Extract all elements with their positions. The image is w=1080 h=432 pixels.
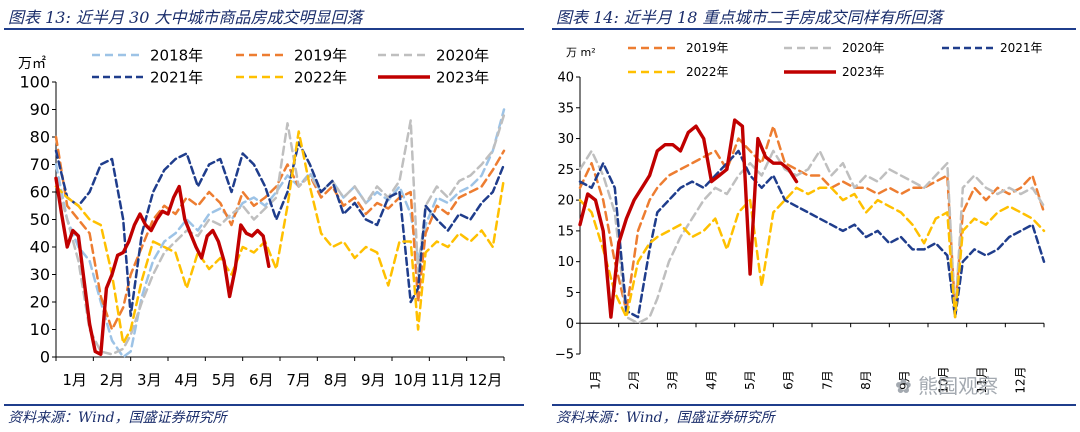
- left-y-tick-label: 0: [40, 348, 50, 367]
- right-series-line-2021年: [578, 149, 1046, 319]
- watermark-text: 熊园观察: [918, 374, 999, 398]
- right-x-tick-label: 12月: [1014, 366, 1028, 393]
- left-series-line-2018年: [54, 108, 506, 359]
- left-x-tick-label: 9月: [361, 371, 386, 389]
- left-legend-label-2020年: 2020年: [436, 46, 489, 64]
- right-y-unit-label: 万 m²: [566, 46, 596, 59]
- right-line-chart: −5 0 5 10 15 20 25 30 35 40 万 m² 1月 2月 3月 4月 5月 6月 7月 8月 9月…: [555, 41, 1046, 394]
- right-source-rule: [552, 404, 1076, 406]
- right-y-tick-label: 5: [566, 286, 574, 301]
- left-chart-title: 图表 13: 近半月 30 大中城市商品房成交明显回落: [8, 8, 363, 27]
- right-y-tick-label: 10: [557, 255, 574, 270]
- right-legend-label-2023年: 2023年: [842, 65, 885, 79]
- left-x-tick-label: 12月: [468, 371, 502, 389]
- left-y-tick-label: 10: [30, 320, 50, 339]
- left-y-tick-label: 20: [30, 293, 50, 312]
- left-x-tick-label: 6月: [249, 371, 274, 389]
- left-y-tick-label: 60: [30, 183, 50, 202]
- left-y-tick-label: 70: [30, 155, 50, 174]
- right-x-tick-label: 9月: [898, 370, 912, 390]
- left-y-unit-label: 万㎡: [18, 56, 46, 72]
- left-y-tick-label: 90: [30, 100, 50, 119]
- right-legend-label-2021年: 2021年: [1000, 41, 1043, 55]
- wechat-icon: ✿: [895, 374, 912, 398]
- right-chart-panel: 图表 14: 近半月 18 重点城市二手房成交同样有所回落 −5 0 5 10 15 20…: [548, 0, 1080, 432]
- left-series-line-2022年: [54, 130, 506, 345]
- left-series-line-2019年: [54, 135, 506, 331]
- left-x-tick-label: 4月: [174, 371, 199, 389]
- right-y-tick-label: 25: [557, 163, 574, 178]
- left-series-line-2021年: [54, 141, 506, 318]
- right-y-tick-label: −5: [555, 348, 574, 363]
- left-legend-label-2021年: 2021年: [150, 68, 203, 86]
- right-title-rule: [552, 28, 1076, 30]
- right-x-tick-label: 2月: [627, 370, 641, 390]
- right-x-tick-label: 3月: [666, 370, 680, 390]
- left-x-tick-label: 10月: [394, 371, 428, 389]
- right-series-line-2023年: [578, 118, 799, 319]
- right-x-tick-label: 1月: [588, 370, 602, 390]
- right-y-tick-label: 15: [557, 224, 574, 239]
- right-x-tick-label: 10月: [936, 366, 950, 393]
- right-legend-label-2020年: 2020年: [842, 41, 885, 55]
- left-series-line-2020年: [54, 113, 506, 356]
- left-x-tick-label: 7月: [286, 371, 311, 389]
- left-source-note: 资料来源：Wind，国盛证券研究所: [8, 410, 227, 426]
- right-chart-title: 图表 14: 近半月 18 重点城市二手房成交同样有所回落: [556, 8, 943, 27]
- left-x-tick-label: 2月: [100, 371, 125, 389]
- left-x-tick-label: 8月: [324, 371, 349, 389]
- left-legend-label-2023年: 2023年: [436, 68, 489, 86]
- right-y-tick-label: 30: [557, 132, 574, 147]
- right-y-tick-label: 0: [566, 317, 574, 332]
- right-x-tick-label: 4月: [704, 370, 718, 390]
- right-x-tick-label: 6月: [782, 370, 796, 390]
- right-legend-label-2019年: 2019年: [686, 41, 729, 55]
- right-series-line-2019年: [578, 124, 1046, 313]
- left-source-rule: [4, 404, 524, 406]
- right-series-line-2022年: [578, 186, 1046, 319]
- right-series-line-2020年: [578, 149, 1046, 325]
- right-y-tick-label: 40: [557, 71, 574, 86]
- left-y-tick-label: 30: [30, 265, 50, 284]
- watermark: ✿ 熊园观察: [895, 370, 998, 399]
- right-x-tick-label: 7月: [820, 370, 834, 390]
- right-x-tick-label: 5月: [743, 370, 757, 390]
- left-x-tick-label: 11月: [431, 371, 465, 389]
- right-y-tick-label: 35: [557, 101, 574, 116]
- left-chart-panel: 图表 13: 近半月 30 大中城市商品房成交明显回落 0 10 20 30 40 50 6…: [0, 0, 528, 432]
- left-legend-label-2019年: 2019年: [294, 46, 347, 64]
- right-legend-label-2022年: 2022年: [686, 65, 729, 79]
- left-y-tick-label: 50: [30, 210, 50, 229]
- left-x-tick-label: 5月: [212, 371, 237, 389]
- left-legend-label-2022年: 2022年: [294, 68, 347, 86]
- left-x-tick-label: 1月: [62, 371, 87, 389]
- left-legend-label-2018年: 2018年: [150, 46, 203, 64]
- left-y-tick-label: 100: [19, 73, 50, 92]
- left-series-line-2023年: [54, 176, 271, 356]
- left-y-tick-label: 40: [30, 238, 50, 257]
- right-x-tick-label: 8月: [859, 370, 873, 390]
- left-title-rule: [4, 28, 524, 30]
- right-source-note: 资料来源：Wind，国盛证券研究所: [556, 410, 775, 426]
- right-y-tick-label: 20: [557, 194, 574, 209]
- left-x-tick-label: 3月: [137, 371, 162, 389]
- left-y-tick-label: 80: [30, 128, 50, 147]
- right-x-tick-label: 11月: [975, 366, 989, 393]
